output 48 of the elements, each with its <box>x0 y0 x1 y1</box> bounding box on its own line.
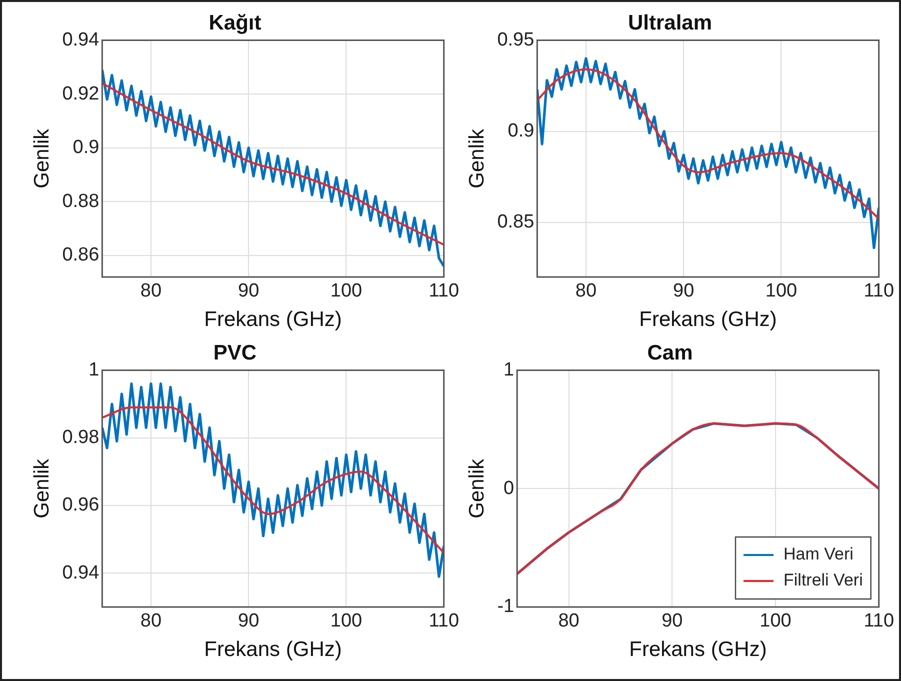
line-series <box>537 68 879 220</box>
x-tick-label: 80 <box>558 610 580 632</box>
y-tick-label: 0.9 <box>72 137 100 158</box>
y-axis-title: Genlik <box>465 458 488 518</box>
y-tick-label: 1 <box>88 359 100 380</box>
y-tick-label: 0.86 <box>62 244 100 266</box>
x-tick-label: 100 <box>330 280 362 302</box>
x-tick-label: 100 <box>330 610 362 632</box>
y-tick-label: 0.94 <box>62 562 100 584</box>
y-axis-title: Genlik <box>465 128 488 188</box>
line-series <box>102 406 444 554</box>
x-tick-label: 100 <box>765 280 798 302</box>
x-tick-label: 110 <box>428 610 460 632</box>
x-axis-title: Frekans (GHz) <box>204 308 342 332</box>
x-tick-label: 80 <box>575 280 597 302</box>
chart-title: PVC <box>213 341 257 364</box>
x-tick-label: 80 <box>140 280 162 302</box>
x-tick-label: 100 <box>760 610 792 632</box>
line-series <box>102 82 444 246</box>
y-tick-label: -1 <box>497 596 514 618</box>
y-tick-label: 0.95 <box>497 29 534 50</box>
x-tick-label: 90 <box>238 280 260 302</box>
chart-title: Ultralam <box>628 11 712 34</box>
x-tick-label: 90 <box>662 610 683 632</box>
y-tick-label: 0.85 <box>497 212 534 233</box>
y-tick-label: 0.98 <box>62 427 100 448</box>
x-tick-label: 110 <box>864 280 894 302</box>
x-axis-title: Frekans (GHz) <box>629 638 767 662</box>
y-axis-title: Genlik <box>30 128 54 188</box>
y-tick-label: 0.96 <box>62 494 100 516</box>
x-tick-label: 110 <box>428 280 460 302</box>
chart-title: Kağıt <box>208 11 262 34</box>
y-tick-label: 1 <box>504 359 514 380</box>
x-tick-label: 80 <box>140 610 162 632</box>
x-tick-label: 90 <box>673 280 694 302</box>
y-tick-label: 0.88 <box>62 190 100 212</box>
chart-title: Cam <box>647 341 693 364</box>
y-axis-title: Genlik <box>30 458 54 518</box>
legend-label: Ham Veri <box>784 544 854 564</box>
x-tick-label: 110 <box>864 610 894 632</box>
y-tick-label: 0.92 <box>62 83 100 104</box>
legend-label: Filtreli Veri <box>784 570 863 590</box>
x-tick-label: 90 <box>238 610 260 632</box>
y-tick-label: 0 <box>504 478 514 499</box>
x-axis-title: Frekans (GHz) <box>204 638 342 662</box>
x-axis-title: Frekans (GHz) <box>639 308 777 332</box>
y-tick-label: 0.94 <box>62 29 100 50</box>
y-tick-label: 0.9 <box>508 120 534 142</box>
